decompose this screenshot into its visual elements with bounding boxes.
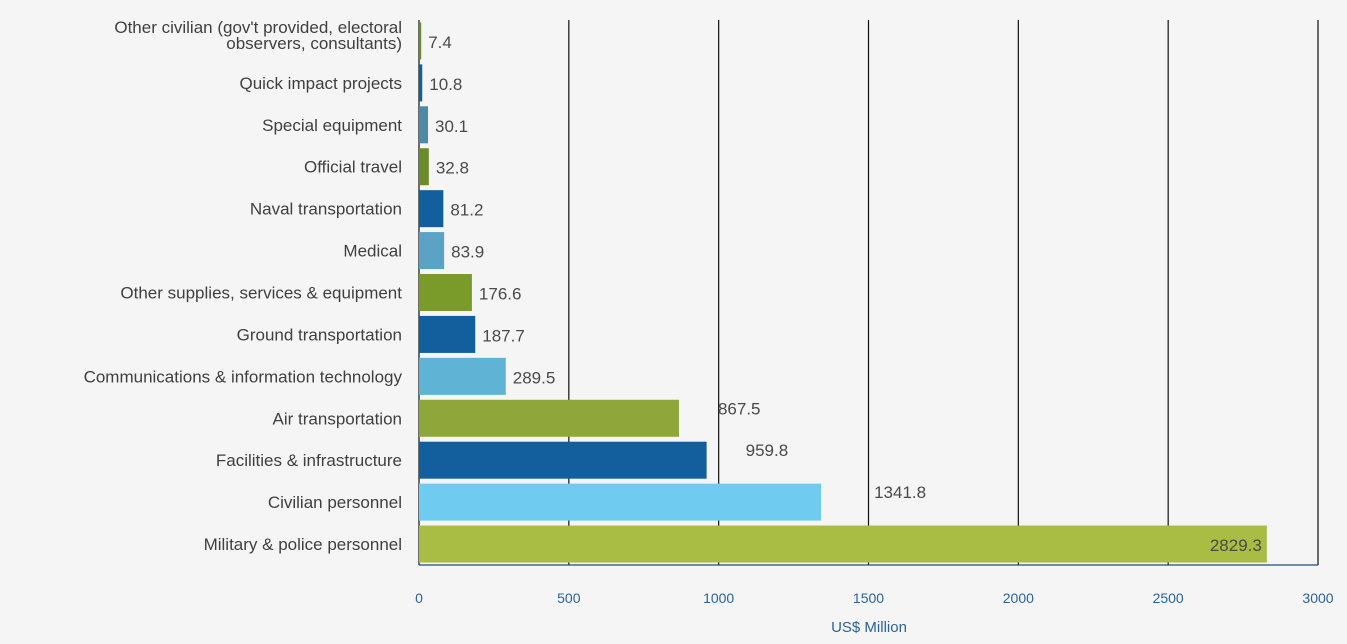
value-labels: 7.4 10.8 30.1 32.8 81.2 83.9 176.6 187.7 289.5 86… bbox=[428, 33, 1262, 555]
x-tick-label: 0 bbox=[415, 590, 423, 606]
bars bbox=[419, 22, 1267, 563]
value-label: 83.9 bbox=[451, 243, 484, 262]
bar bbox=[419, 274, 472, 311]
bar bbox=[419, 315, 476, 353]
x-tick-labels: 0 500 1000 1500 2000 2500 3000 bbox=[415, 590, 1334, 606]
value-label: 867.5 bbox=[718, 399, 761, 418]
value-label: 2829.3 bbox=[1210, 536, 1262, 555]
bar bbox=[419, 148, 429, 186]
category-label: Air transportation bbox=[273, 409, 402, 428]
category-label: Medical bbox=[343, 242, 402, 261]
x-tick-label: 2000 bbox=[1003, 590, 1034, 606]
value-label: 187.7 bbox=[482, 326, 525, 345]
category-label: Official travel bbox=[304, 158, 402, 177]
value-label: 1341.8 bbox=[874, 483, 926, 502]
category-label: Quick impact projects bbox=[240, 74, 403, 93]
bar bbox=[419, 64, 423, 102]
bar bbox=[419, 441, 707, 479]
x-tick-label: 3000 bbox=[1302, 590, 1333, 606]
category-label: Special equipment bbox=[262, 116, 402, 135]
category-label: Facilities & infrastructure bbox=[216, 451, 402, 470]
value-label: 176.6 bbox=[479, 285, 522, 304]
bar bbox=[419, 483, 822, 521]
value-label: 10.8 bbox=[429, 75, 462, 94]
bar bbox=[419, 232, 445, 270]
bar bbox=[419, 22, 422, 60]
value-label: 959.8 bbox=[746, 441, 789, 460]
bar bbox=[419, 190, 444, 228]
category-label: Other supplies, services & equipment bbox=[120, 284, 402, 303]
x-tick-label: 1500 bbox=[853, 590, 884, 606]
category-labels: Other civilian (gov't provided, electora… bbox=[84, 18, 403, 554]
x-tick-label: 2500 bbox=[1153, 590, 1184, 606]
x-tick-label: 1000 bbox=[703, 590, 734, 606]
category-label: Other civilian (gov't provided, electora… bbox=[114, 18, 402, 53]
category-label: Communications & information technology bbox=[84, 367, 403, 386]
value-label: 30.1 bbox=[435, 117, 468, 136]
x-axis-title: US$ Million bbox=[831, 619, 907, 636]
value-label: 81.2 bbox=[450, 201, 483, 220]
category-label: Ground transportation bbox=[237, 325, 402, 344]
bar bbox=[419, 357, 506, 395]
bar bbox=[419, 106, 429, 144]
category-label: Naval transportation bbox=[250, 200, 402, 219]
value-label: 32.8 bbox=[436, 159, 469, 178]
value-label: 289.5 bbox=[513, 368, 556, 387]
x-tick-label: 500 bbox=[557, 590, 581, 606]
bar bbox=[419, 399, 679, 437]
category-label: Military & police personnel bbox=[204, 535, 402, 554]
value-label: 7.4 bbox=[428, 33, 452, 52]
category-label: Civilian personnel bbox=[268, 493, 402, 512]
bar bbox=[419, 525, 1267, 563]
gridlines bbox=[418, 20, 1319, 566]
